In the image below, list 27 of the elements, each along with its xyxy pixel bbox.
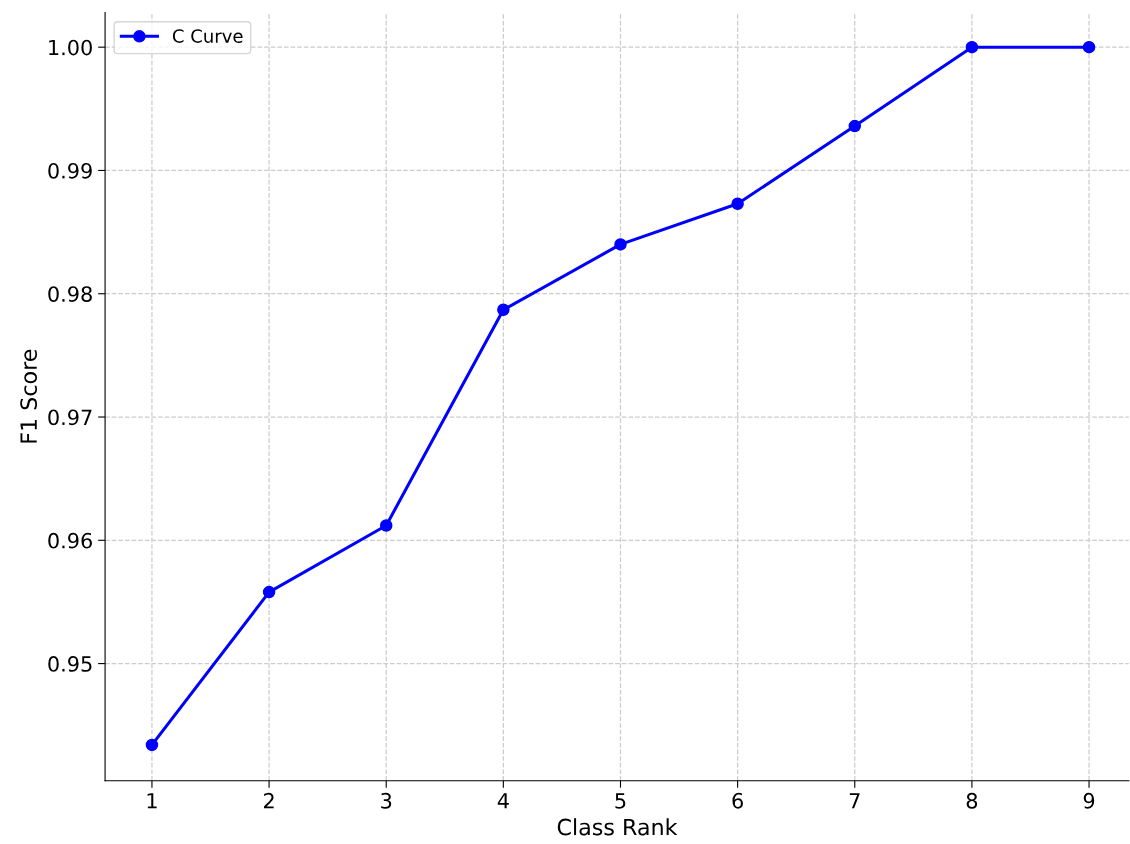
point xyxy=(379,519,393,532)
y-tick-label: 1.00 xyxy=(49,39,92,56)
point xyxy=(731,197,744,210)
point xyxy=(497,303,510,317)
x-tick-label: 5 xyxy=(615,793,626,809)
x-tick-label: 9 xyxy=(1083,792,1095,809)
x-tick-label: 3 xyxy=(381,792,392,809)
point xyxy=(262,585,276,599)
point xyxy=(1082,40,1096,54)
x-tick-label: 2 xyxy=(263,792,274,809)
x-tick-label: 7 xyxy=(849,793,860,809)
y-axis-title: F1 Score xyxy=(20,349,38,443)
x-tick-label: 6 xyxy=(732,792,743,809)
x-tick-label: 8 xyxy=(966,792,978,809)
y-tick-label: 0.96 xyxy=(48,532,92,549)
point xyxy=(614,238,627,251)
point xyxy=(965,40,979,54)
y-tick-label: 0.99 xyxy=(48,162,92,179)
y-tick-label: 0.95 xyxy=(48,656,92,672)
y-tick-label: 0.98 xyxy=(48,286,92,302)
x-tick-label: 1 xyxy=(147,793,157,809)
legend-label: C Curve xyxy=(172,29,243,43)
point xyxy=(145,738,159,752)
point xyxy=(848,119,862,133)
x-tick-label: 4 xyxy=(497,793,509,809)
y-tick-label: 0.97 xyxy=(48,409,92,426)
x-axis-title: Class Rank xyxy=(557,818,678,836)
